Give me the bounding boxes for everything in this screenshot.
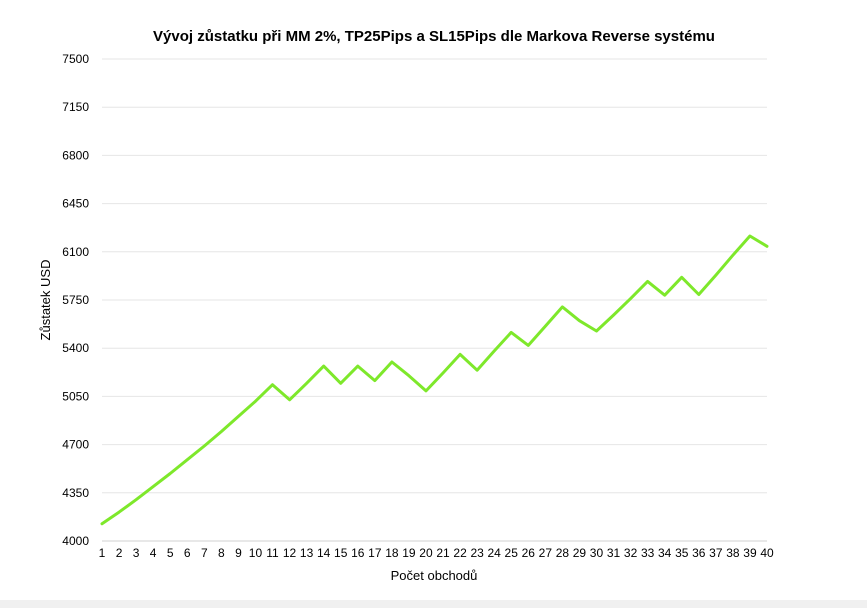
y-tick-label: 4700 (62, 438, 89, 452)
x-tick-label: 12 (283, 546, 297, 560)
x-tick-label: 20 (419, 546, 433, 560)
x-tick-label: 9 (235, 546, 242, 560)
x-tick-label: 37 (709, 546, 723, 560)
x-tick-label: 36 (692, 546, 706, 560)
x-axis-label: Počet obchodů (391, 568, 478, 583)
x-tick-label: 19 (402, 546, 416, 560)
x-tick-label: 32 (624, 546, 638, 560)
x-tick-label: 35 (675, 546, 689, 560)
x-tick-label: 15 (334, 546, 348, 560)
x-tick-label: 27 (539, 546, 553, 560)
x-tick-label: 3 (133, 546, 140, 560)
y-tick-label: 5400 (62, 341, 89, 355)
y-tick-label: 7500 (62, 52, 89, 66)
x-tick-label: 8 (218, 546, 225, 560)
x-tick-label: 39 (743, 546, 757, 560)
series-line (100, 234, 769, 526)
x-tick-label: 24 (487, 546, 501, 560)
gridlines (102, 58, 767, 542)
x-tick-label: 4 (150, 546, 157, 560)
y-axis-ticks: 7500 7150 6800 6450 6100 5750 5400 5050 4700 4350… (62, 52, 89, 548)
x-tick-label: 31 (607, 546, 621, 560)
x-tick-label: 13 (300, 546, 314, 560)
x-tick-label: 34 (658, 546, 672, 560)
x-tick-label: 28 (556, 546, 570, 560)
x-tick-label: 30 (590, 546, 604, 560)
x-tick-label: 11 (266, 546, 279, 560)
y-tick-label: 4000 (62, 534, 89, 548)
y-tick-label: 5750 (62, 293, 89, 307)
y-axis-label: Zůstatek USD (38, 260, 53, 341)
x-tick-label: 16 (351, 546, 365, 560)
x-tick-label: 33 (641, 546, 655, 560)
x-tick-label: 5 (167, 546, 174, 560)
y-tick-label: 6800 (62, 148, 89, 162)
x-tick-label: 22 (453, 546, 467, 560)
x-tick-label: 25 (505, 546, 519, 560)
x-axis-ticks: 1 2 3 4 5 6 7 8 9 10 11 12 13 14 15 16 17 18 19 20 21 22 23 24 2… (99, 546, 774, 560)
x-tick-label: 2 (116, 546, 123, 560)
series-layer (100, 234, 769, 526)
x-tick-label: 40 (760, 546, 774, 560)
x-tick-label: 7 (201, 546, 208, 560)
x-tick-label: 21 (436, 546, 450, 560)
x-tick-label: 23 (470, 546, 484, 560)
x-tick-label: 6 (184, 546, 191, 560)
x-tick-label: 18 (385, 546, 399, 560)
y-tick-label: 7150 (62, 100, 89, 114)
bottom-strip (0, 600, 867, 608)
x-tick-label: 26 (522, 546, 536, 560)
x-tick-label: 29 (573, 546, 587, 560)
x-tick-label: 38 (726, 546, 740, 560)
x-tick-label: 14 (317, 546, 331, 560)
x-tick-label: 17 (368, 546, 382, 560)
x-tick-label: 1 (99, 546, 106, 560)
y-tick-label: 4350 (62, 486, 89, 500)
x-tick-label: 10 (249, 546, 263, 560)
y-tick-label: 6450 (62, 197, 89, 211)
y-tick-label: 6100 (62, 245, 89, 259)
chart-title: Vývoj zůstatku při MM 2%, TP25Pips a SL1… (153, 28, 715, 45)
y-tick-label: 5050 (62, 389, 89, 403)
